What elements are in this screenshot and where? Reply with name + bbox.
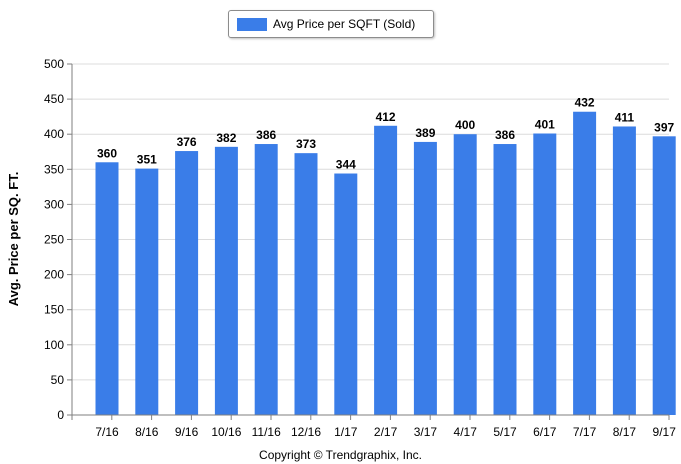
data-label: 400 [455, 118, 475, 132]
x-tick-label: 10/16 [211, 425, 241, 439]
bar [175, 151, 199, 415]
data-label: 376 [177, 135, 197, 149]
x-tick-label: 8/16 [135, 425, 159, 439]
y-tick-label: 400 [44, 127, 64, 141]
y-axis-label: Avg. Price per SQ. FT. [6, 172, 21, 307]
x-tick-label: 7/16 [95, 425, 119, 439]
bar [334, 173, 358, 415]
bar [294, 153, 318, 416]
data-label: 373 [296, 137, 316, 151]
x-tick-label: 4/17 [454, 425, 478, 439]
y-tick-label: 500 [44, 57, 64, 71]
bar [533, 133, 557, 416]
bar [135, 168, 159, 415]
x-tick-label: 12/16 [291, 425, 321, 439]
gridlines [72, 63, 669, 381]
legend: Avg Price per SQFT (Sold) [228, 10, 434, 38]
y-tick-label: 0 [57, 408, 64, 422]
data-label: 344 [336, 158, 356, 172]
y-tick-label: 350 [44, 162, 64, 176]
y-tick-label: 100 [44, 338, 64, 352]
x-tick-label: 6/17 [533, 425, 557, 439]
x-tick-label: 1/17 [334, 425, 358, 439]
data-label: 389 [415, 126, 435, 140]
bar [652, 136, 676, 415]
y-tick-label: 150 [44, 303, 64, 317]
data-label: 351 [137, 153, 157, 167]
data-label: 397 [654, 120, 674, 134]
x-tick-label: 9/17 [653, 425, 677, 439]
axes [67, 63, 670, 420]
data-label: 432 [575, 96, 595, 110]
y-tick-label: 200 [44, 268, 64, 282]
bar [254, 144, 278, 415]
data-label: 411 [615, 110, 635, 124]
bars [95, 111, 676, 416]
legend-swatch [237, 18, 267, 31]
x-tick-label: 7/17 [573, 425, 597, 439]
bar [493, 144, 517, 415]
x-tick-label: 9/16 [175, 425, 199, 439]
y-tick-label: 300 [44, 197, 64, 211]
bar [374, 125, 398, 415]
data-label: 386 [495, 128, 515, 142]
x-tick-label: 11/16 [252, 425, 281, 439]
y-tick-label: 450 [44, 92, 64, 106]
x-tick-label: 3/17 [414, 425, 438, 439]
x-tick-labels: 7/16 8/16 9/16 10/16 11/16 12/16 1/17 2/17 3/17 4… [95, 425, 676, 439]
bar [214, 146, 238, 415]
data-label: 401 [535, 117, 555, 131]
data-label: 386 [256, 128, 276, 142]
bar [453, 134, 477, 415]
y-tick-labels: 0 50 100 150 200 250 300 350 400 450 500 [44, 57, 64, 422]
legend-label: Avg Price per SQFT (Sold) [273, 17, 416, 31]
x-tick-label: 2/17 [374, 425, 398, 439]
bar [612, 126, 636, 415]
y-tick-label: 50 [51, 373, 65, 387]
data-label: 382 [216, 131, 236, 145]
y-tick-label: 250 [44, 233, 64, 247]
bar [573, 111, 597, 416]
data-label: 360 [97, 146, 117, 160]
data-labels: 360 351 376 382 386 373 344 412 389 400 386 401 432 4… [97, 96, 675, 172]
bar [413, 141, 437, 415]
x-tick-label: 8/17 [613, 425, 637, 439]
x-tick-label: 5/17 [493, 425, 517, 439]
data-label: 412 [376, 110, 396, 124]
bar [95, 162, 119, 415]
copyright-footer: Copyright © Trendgraphix, Inc. [259, 448, 422, 462]
